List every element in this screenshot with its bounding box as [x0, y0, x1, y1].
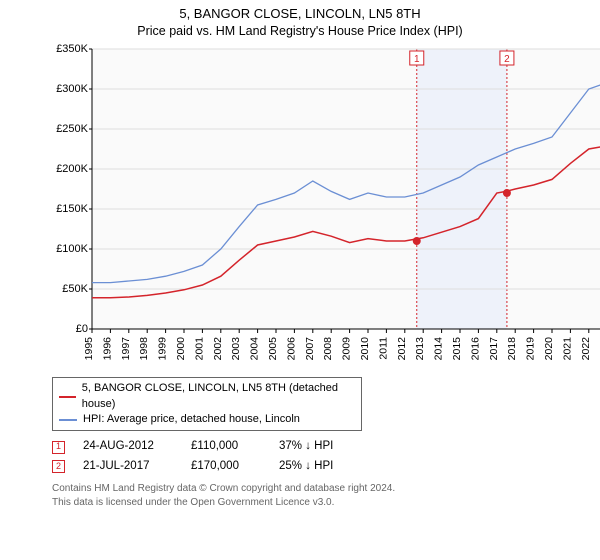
sale-delta: 25% ↓ HPI	[279, 457, 369, 477]
svg-text:£150K: £150K	[56, 203, 88, 215]
svg-text:2004: 2004	[249, 337, 261, 361]
svg-text:2016: 2016	[469, 337, 481, 361]
svg-text:1997: 1997	[120, 337, 132, 361]
legend-label: 5, BANGOR CLOSE, LINCOLN, LN5 8TH (detac…	[82, 381, 355, 412]
svg-text:£300K: £300K	[56, 83, 88, 95]
svg-text:2000: 2000	[175, 337, 187, 361]
sale-price: £170,000	[191, 457, 261, 477]
legend-swatch	[59, 419, 77, 421]
sale-marker-icon: 2	[52, 460, 65, 473]
svg-text:2017: 2017	[488, 337, 500, 361]
svg-text:2002: 2002	[212, 337, 224, 361]
sale-row: 1 24-AUG-2012 £110,000 37% ↓ HPI	[52, 437, 590, 457]
svg-text:2012: 2012	[396, 337, 408, 361]
sale-date: 24-AUG-2012	[83, 437, 173, 457]
svg-text:1999: 1999	[157, 337, 169, 361]
legend-label: HPI: Average price, detached house, Linc…	[83, 412, 300, 427]
sale-row: 2 21-JUL-2017 £170,000 25% ↓ HPI	[52, 457, 590, 477]
svg-text:2007: 2007	[304, 337, 316, 361]
svg-text:2: 2	[504, 54, 510, 65]
legend-item: 5, BANGOR CLOSE, LINCOLN, LN5 8TH (detac…	[59, 381, 355, 412]
sale-marker-icon: 1	[52, 441, 65, 454]
svg-text:1998: 1998	[138, 337, 150, 361]
svg-text:2001: 2001	[193, 337, 205, 361]
plot-area: £0 £50K £100K £150K £200K £250K £300K £350K 1995…	[50, 43, 600, 373]
legend-item: HPI: Average price, detached house, Linc…	[59, 412, 355, 427]
svg-text:2009: 2009	[341, 337, 353, 361]
legend-swatch	[59, 396, 76, 398]
footer-line2: This data is licensed under the Open Gov…	[52, 496, 590, 510]
svg-text:£0: £0	[76, 323, 88, 335]
sale-delta: 37% ↓ HPI	[279, 437, 369, 457]
footer-line1: Contains HM Land Registry data © Crown c…	[52, 482, 590, 496]
svg-text:1: 1	[414, 54, 420, 65]
svg-text:2003: 2003	[230, 337, 242, 361]
svg-text:£250K: £250K	[56, 123, 88, 135]
svg-text:2014: 2014	[433, 337, 445, 361]
svg-text:2011: 2011	[377, 337, 389, 360]
svg-text:£100K: £100K	[56, 243, 88, 255]
footer-attribution: Contains HM Land Registry data © Crown c…	[52, 482, 590, 509]
legend-box: 5, BANGOR CLOSE, LINCOLN, LN5 8TH (detac…	[52, 377, 362, 431]
svg-text:£50K: £50K	[62, 283, 88, 295]
svg-text:£200K: £200K	[56, 163, 88, 175]
svg-text:2015: 2015	[451, 337, 463, 361]
sale-date: 21-JUL-2017	[83, 457, 173, 477]
svg-text:2022: 2022	[580, 337, 592, 361]
svg-text:2019: 2019	[525, 337, 537, 361]
svg-text:2013: 2013	[414, 337, 426, 361]
svg-text:2021: 2021	[561, 337, 573, 361]
line-chart: £0 £50K £100K £150K £200K £250K £300K £350K 1995…	[50, 43, 600, 373]
svg-text:2008: 2008	[322, 337, 334, 361]
svg-text:1996: 1996	[101, 337, 113, 361]
chart-subtitle: Price paid vs. HM Land Registry's House …	[10, 23, 590, 39]
chart-title: 5, BANGOR CLOSE, LINCOLN, LN5 8TH	[10, 6, 590, 23]
svg-text:2018: 2018	[506, 337, 518, 361]
svg-text:2005: 2005	[267, 337, 279, 361]
svg-text:£350K: £350K	[56, 43, 88, 55]
sales-table: 1 24-AUG-2012 £110,000 37% ↓ HPI 2 21-JUL-201…	[52, 437, 590, 476]
svg-text:2020: 2020	[543, 337, 555, 361]
svg-text:1995: 1995	[83, 337, 95, 361]
svg-text:2006: 2006	[285, 337, 297, 361]
sale-price: £110,000	[191, 437, 261, 457]
svg-text:2010: 2010	[359, 337, 371, 361]
